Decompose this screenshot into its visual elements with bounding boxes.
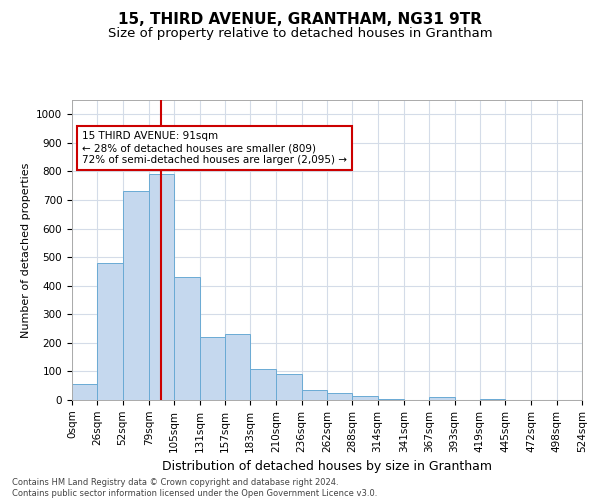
Bar bbox=[122, 192, 149, 400]
Text: Size of property relative to detached houses in Grantham: Size of property relative to detached ho… bbox=[107, 28, 493, 40]
Bar bbox=[149, 174, 174, 400]
Bar bbox=[225, 334, 250, 400]
Bar bbox=[97, 263, 122, 400]
Bar bbox=[277, 374, 302, 400]
Bar bbox=[250, 368, 277, 400]
Text: 15 THIRD AVENUE: 91sqm
← 28% of detached houses are smaller (809)
72% of semi-de: 15 THIRD AVENUE: 91sqm ← 28% of detached… bbox=[82, 132, 347, 164]
X-axis label: Distribution of detached houses by size in Grantham: Distribution of detached houses by size … bbox=[162, 460, 492, 473]
Y-axis label: Number of detached properties: Number of detached properties bbox=[20, 162, 31, 338]
Bar bbox=[302, 390, 327, 400]
Bar bbox=[174, 277, 200, 400]
Bar bbox=[72, 384, 97, 400]
Bar bbox=[480, 398, 505, 400]
Bar bbox=[352, 396, 377, 400]
Bar bbox=[199, 337, 225, 400]
Bar bbox=[429, 397, 455, 400]
Text: Contains HM Land Registry data © Crown copyright and database right 2024.
Contai: Contains HM Land Registry data © Crown c… bbox=[12, 478, 377, 498]
Text: 15, THIRD AVENUE, GRANTHAM, NG31 9TR: 15, THIRD AVENUE, GRANTHAM, NG31 9TR bbox=[118, 12, 482, 28]
Bar bbox=[377, 398, 404, 400]
Bar bbox=[327, 393, 352, 400]
